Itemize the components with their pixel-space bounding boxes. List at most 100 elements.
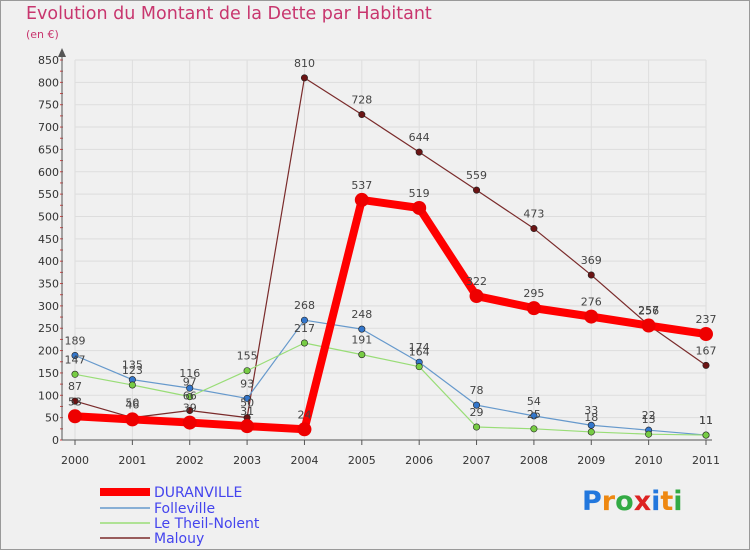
data-label: 537 [351, 179, 372, 192]
logo-letter: o [615, 486, 634, 517]
y-tick-label: 550 [38, 188, 59, 201]
x-tick-label: 2001 [118, 454, 146, 467]
data-label: 810 [294, 57, 315, 70]
x-tick-label: 2007 [463, 454, 491, 467]
data-point-duranville [412, 200, 427, 215]
data-label: 50 [240, 397, 254, 410]
data-label: 256 [638, 305, 659, 318]
data-point-duranville [68, 409, 82, 424]
data-point-folleville [243, 394, 251, 402]
data-label: 174 [409, 341, 430, 354]
data-label: 39 [183, 402, 197, 415]
data-point-duranville [641, 318, 656, 333]
data-point-folleville [530, 412, 538, 420]
data-point-folleville [587, 421, 595, 429]
data-label: 50 [125, 397, 139, 410]
data-labels: 87 50 66 50 810 728 644 559 473 369 257 167 189 135 11… [65, 57, 717, 427]
data-label: 53 [68, 395, 82, 408]
series-layer [68, 74, 713, 439]
x-tick-label: 2011 [692, 454, 720, 467]
x-tick-label: 2000 [61, 454, 89, 467]
data-point-malouy [71, 397, 79, 405]
y-tick-label: 500 [38, 210, 59, 223]
data-point-malouy [186, 406, 194, 414]
series-line-le-theil-nolent [74, 342, 707, 436]
data-point-le-theil-nolent [300, 339, 308, 347]
data-label: 167 [696, 344, 717, 357]
logo-letter: i [673, 486, 683, 517]
axes: 0501001502002503003504004505005506006507… [38, 48, 720, 467]
data-label: 519 [409, 187, 430, 200]
data-label: 97 [183, 376, 197, 389]
grid [74, 59, 707, 441]
data-point-duranville [699, 327, 713, 342]
data-label: 24 [297, 408, 311, 421]
data-point-le-theil-nolent [128, 381, 136, 389]
y-tick-label: 200 [38, 345, 59, 358]
logo-letter: P [582, 486, 602, 517]
logo-letter: r [601, 486, 616, 517]
x-tick-label: 2003 [233, 454, 261, 467]
series-line-duranville [71, 195, 710, 434]
data-point-duranville [469, 289, 484, 304]
data-point-duranville [354, 192, 369, 207]
data-point-duranville [182, 415, 197, 430]
data-label: 237 [696, 313, 717, 326]
data-point-le-theil-nolent [186, 393, 194, 401]
data-label: 18 [584, 411, 598, 424]
logo-letter: t [660, 486, 674, 517]
legend-label-folleville: Folleville [154, 501, 215, 517]
logo-letter: i [651, 486, 661, 517]
series-line-malouy [74, 77, 707, 419]
y-tick-label: 50 [45, 412, 59, 425]
data-point-le-theil-nolent [587, 428, 595, 436]
y-tick-label: 0 [52, 434, 59, 447]
data-label: 33 [584, 404, 598, 417]
data-label: 54 [527, 395, 541, 408]
data-point-le-theil-nolent [415, 363, 423, 371]
y-tick-label: 850 [38, 54, 59, 67]
y-tick-label: 600 [38, 166, 59, 179]
x-tick-label: 2005 [348, 454, 376, 467]
data-label: 155 [237, 350, 258, 363]
data-label: 135 [122, 359, 143, 372]
data-label: 191 [351, 334, 372, 347]
data-label: 295 [523, 287, 544, 300]
data-point-duranville [297, 422, 312, 437]
data-label: 46 [125, 398, 139, 411]
y-tick-label: 650 [38, 143, 59, 156]
data-point-le-theil-nolent [530, 425, 538, 433]
data-label: 29 [470, 406, 484, 419]
chart-unit: (en €) [26, 28, 59, 41]
chart-title: Evolution du Montant de la Dette par Hab… [26, 4, 432, 24]
data-label: 268 [294, 299, 315, 312]
data-point-folleville [300, 316, 308, 324]
y-tick-label: 300 [38, 300, 59, 313]
data-label: 13 [642, 413, 656, 426]
x-tick-label: 2008 [520, 454, 548, 467]
data-label: 11 [699, 414, 713, 427]
data-point-duranville [584, 309, 599, 324]
y-axis-arrow [58, 48, 66, 57]
data-label: 22 [642, 409, 656, 422]
data-point-duranville [125, 412, 140, 427]
data-point-malouy [358, 111, 366, 119]
y-tick-label: 350 [38, 278, 59, 291]
data-label: 66 [183, 389, 197, 402]
data-point-le-theil-nolent [71, 370, 79, 378]
legend-label-le-theil-nolent: Le Theil-Nolent [154, 516, 260, 532]
data-label: 147 [65, 353, 86, 366]
data-label: 644 [409, 131, 430, 144]
y-tick-label: 750 [38, 99, 59, 112]
data-label: 276 [581, 296, 602, 309]
data-point-le-theil-nolent [243, 367, 251, 375]
data-label: 217 [294, 322, 315, 335]
data-point-duranville [240, 419, 255, 434]
data-point-malouy [473, 186, 481, 194]
x-tick-label: 2010 [635, 454, 663, 467]
x-tick-label: 2004 [290, 454, 318, 467]
data-label: 25 [527, 408, 541, 421]
legend-label-duranville: DURANVILLE [154, 485, 242, 501]
